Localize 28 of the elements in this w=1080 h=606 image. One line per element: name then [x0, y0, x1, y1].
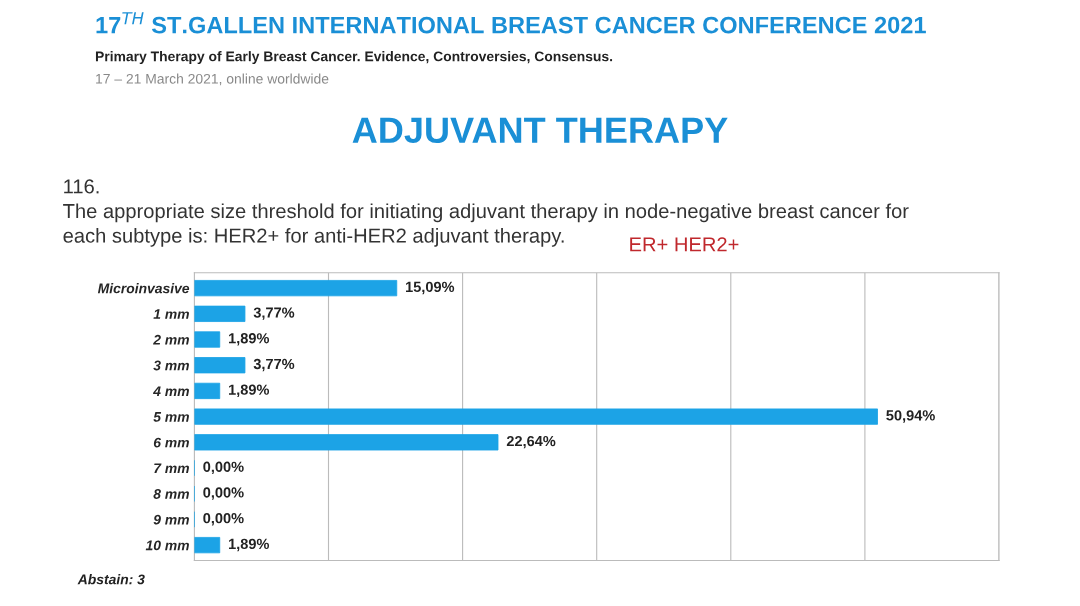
y-tick-label: 3 mm [153, 360, 189, 371]
text: Abstain: 3 [77, 574, 145, 585]
data-label: 50,94% [886, 410, 935, 423]
data-label: 22,64% [506, 435, 556, 449]
data-label: 0,00% [203, 513, 244, 526]
data-label: 0,00% [203, 487, 244, 500]
y-tick-label: 7 mm [154, 463, 189, 474]
y-tick-label: 1 mm [153, 309, 189, 319]
chart-title: ADJUVANT THERAPY [352, 117, 728, 144]
data-label: 15,09% [406, 281, 455, 295]
text: 17$^{TH}$ ST.GALLEN INTERNATIONAL BREAST CANCER CONFERENCE 2021 [96, 12, 926, 34]
y-tick-label: 8 mm [153, 489, 189, 499]
text: 17 – 21 March 2021, online worldwide [96, 73, 329, 86]
text: Primary Therapy of Early Breast Cancer. Evidence, Controversies, Consensus. [95, 51, 613, 65]
y-tick-label: 6 mm [153, 437, 189, 448]
data-label: 1,89% [229, 384, 270, 397]
data-label: 3,77% [253, 307, 295, 320]
data-label: 3,77% [253, 358, 295, 372]
data-label: 1,89% [229, 333, 270, 346]
y-tick-label: 2 mm [153, 334, 189, 345]
data-label: 0,00% [203, 461, 244, 475]
y-tick-label: 9 mm [153, 514, 189, 525]
y-tick-label: 5 mm [153, 412, 189, 422]
text: ER+ HER2+ [630, 237, 739, 252]
data-label: 1,89% [229, 538, 270, 552]
y-tick-label: 4 mm [153, 386, 189, 396]
y-tick-label: 10 mm [145, 540, 189, 551]
y-tick-label: Microinvasive [97, 283, 190, 294]
